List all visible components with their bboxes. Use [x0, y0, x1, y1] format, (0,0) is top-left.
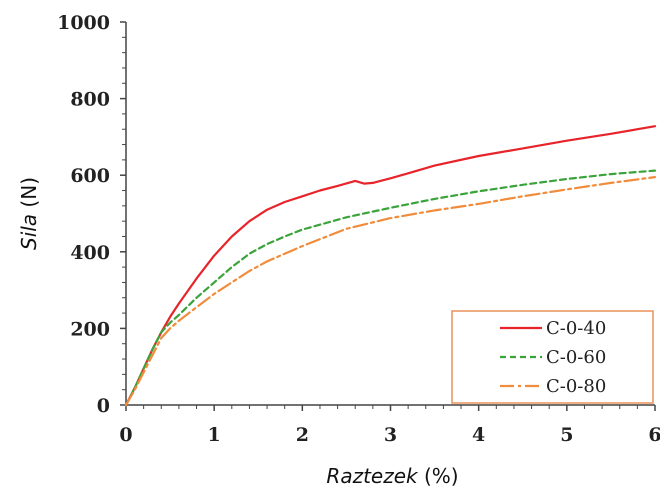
- y-tick-label: 200: [70, 318, 110, 340]
- x-tick-label: 1: [208, 424, 221, 446]
- x-axis-label-unit: (%): [418, 464, 459, 488]
- series-line-c-0-40: [124, 125, 657, 407]
- x-tick-label: 0: [119, 424, 132, 446]
- y-axis-label-unit: (N): [17, 177, 41, 214]
- legend-box: [451, 310, 654, 404]
- x-axis-label-italic: Raztezek: [326, 464, 419, 488]
- y-axis-label: Sila (N): [17, 177, 41, 250]
- series-layer: [124, 125, 657, 407]
- x-tick-label: 4: [472, 424, 485, 446]
- series-line-c-0-80: [124, 176, 657, 407]
- x-tick-label: 3: [384, 424, 397, 446]
- y-tick-label: 1000: [57, 12, 110, 34]
- y-tick-label: 800: [70, 89, 110, 111]
- y-axis-label-italic: Sila: [17, 214, 41, 250]
- y-tick-label: 600: [70, 165, 110, 187]
- x-tick-label: 6: [648, 424, 660, 446]
- y-tick-label: 0: [97, 395, 110, 417]
- legend-label: C-0-40: [546, 318, 606, 339]
- x-axis-label: Raztezek (%): [326, 464, 458, 488]
- legend-label: C-0-80: [546, 376, 606, 397]
- legend: C-0-40 C-0-60 C-0-80: [451, 310, 654, 404]
- x-tick-label: 5: [560, 424, 573, 446]
- series-line-c-0-60: [124, 169, 657, 407]
- legend-label: C-0-60: [546, 347, 606, 368]
- axes: 0 1 2 3 4 5 6 0 200 400 600 800 1000: [57, 12, 660, 446]
- x-tick-label: 2: [296, 424, 309, 446]
- y-tick-label: 400: [70, 242, 110, 264]
